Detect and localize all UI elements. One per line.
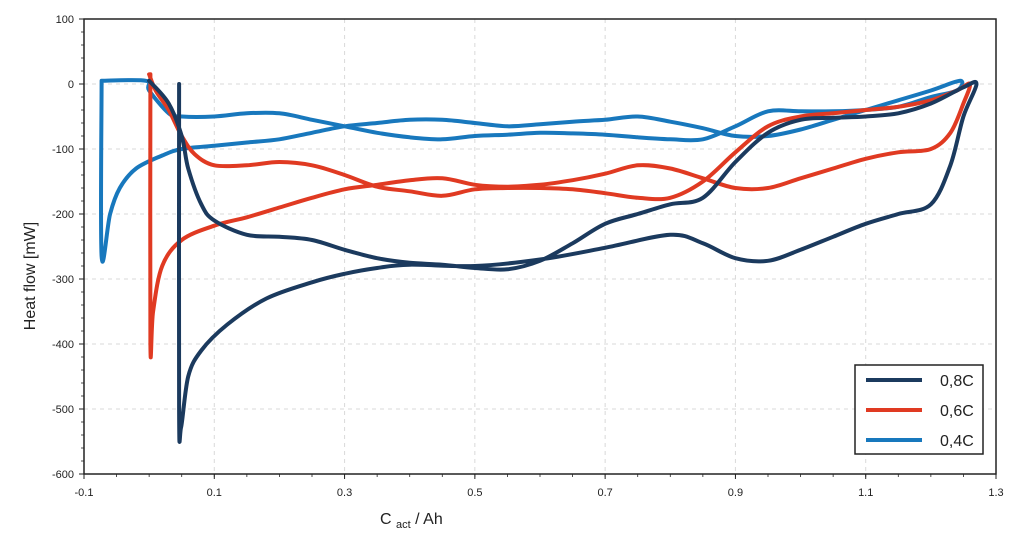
legend-label: 0,4C: [940, 433, 974, 450]
series-line-0,6C: [147, 72, 973, 360]
y-tick-label: -300: [52, 274, 74, 286]
grid: [84, 19, 996, 474]
x-tick-label: -0.1: [75, 487, 94, 499]
y-tick-label: 0: [68, 79, 74, 91]
x-tick-label: 0.1: [207, 487, 222, 499]
y-tick-label: -500: [52, 404, 74, 416]
x-tick-label: 0.7: [597, 487, 612, 499]
y-tick-label: -600: [52, 469, 74, 481]
x-tick-label: 0.9: [728, 487, 743, 499]
y-axis-title: Heat flow [mW]: [22, 222, 39, 330]
x-tick-label: 0.5: [467, 487, 482, 499]
x-axis-title-unit: / Ah: [415, 511, 443, 528]
legend-label: 0,8C: [940, 373, 974, 390]
x-axis-title: C act / Ah: [380, 511, 443, 532]
legend-label: 0,6C: [940, 403, 974, 420]
y-tick-label: -400: [52, 339, 74, 351]
x-tick-label: 0.3: [337, 487, 352, 499]
series-layer: [98, 72, 979, 444]
legend: 0,8C 0,6C 0,4C: [854, 364, 984, 455]
tick-labels: -0.1 0.1 0.3 0.5 0.7 0.9 1.1 1.3 100 0 -100 -200 -30…: [52, 14, 1004, 499]
y-tick-label: -100: [52, 144, 74, 156]
x-tick-label: 1.1: [858, 487, 873, 499]
x-axis-title-sub: act: [396, 519, 411, 531]
axis-ticks: [79, 18, 997, 479]
y-tick-label: 100: [56, 14, 74, 26]
series-line-0,4C: [98, 78, 965, 264]
y-tick-label: -200: [52, 209, 74, 221]
x-tick-label: 1.3: [988, 487, 1003, 499]
series-line-0,8C: [147, 78, 979, 444]
x-axis-title-main: C: [380, 511, 392, 528]
